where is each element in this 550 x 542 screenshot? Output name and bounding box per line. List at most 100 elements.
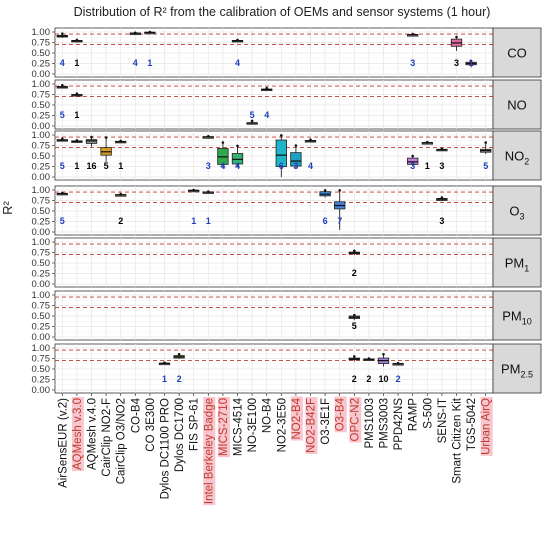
x-tick-label: PMS3003 [379, 398, 391, 449]
box-24: 3 [407, 154, 419, 171]
box-13: 5 [246, 110, 258, 125]
outlier-point [294, 144, 298, 147]
facet-strip-label: NO [507, 98, 527, 113]
y-tick-label: 0.50 [32, 206, 51, 217]
outlier-point [382, 353, 385, 356]
y-tick-label: 0.50 [32, 258, 51, 269]
x-tick-label: Dylos DC1100 PRO [160, 398, 172, 499]
box-20: 5 [348, 313, 360, 331]
outlier-point [265, 86, 269, 90]
box-iqr [85, 139, 98, 144]
outlier-point [221, 141, 225, 144]
facet-strip [492, 290, 542, 341]
x-label-highlight [71, 396, 84, 472]
y-tick-label: 0.50 [32, 311, 51, 322]
box-24: 3 [407, 32, 419, 68]
box-6: 1 [144, 30, 156, 68]
y-tick-label: 0.25 [32, 322, 51, 333]
box-0: 5 [56, 137, 68, 171]
box-23: 2 [392, 361, 404, 384]
y-tick-label: 0.00 [32, 385, 51, 396]
count-label: 1 [118, 161, 123, 171]
count-label: 1 [206, 216, 211, 226]
box-26: 3 [436, 147, 448, 171]
x-tick-label: CairClip O3/NO2 [116, 398, 128, 484]
outlier-point [134, 31, 137, 35]
box-10: 1 [202, 190, 214, 226]
count-label: 3 [439, 161, 444, 171]
y-tick-label: 0.75 [32, 90, 51, 101]
count-label: 1 [191, 216, 196, 226]
x-tick-label: OPC-N2 [349, 398, 361, 441]
outlier-point [440, 196, 444, 199]
count-label: 3 [439, 216, 444, 226]
outlier-point [90, 135, 93, 139]
facet-strip [492, 130, 542, 181]
facet-strip [492, 237, 542, 288]
outlier-point [484, 141, 488, 144]
box-28: 1 [465, 58, 477, 68]
facet-strip-label: CO [507, 46, 527, 61]
x-tick-label: O3-B4 [335, 397, 347, 431]
outlier-point [75, 38, 79, 42]
outlier-point [353, 355, 356, 358]
outlier-point [207, 190, 210, 193]
box-29: 5 [480, 141, 492, 171]
y-tick-label: 0.00 [32, 279, 51, 290]
x-tick-label: CO-B4 [130, 397, 142, 433]
y-tick-label: 1.00 [32, 237, 51, 248]
count-label: 5 [250, 110, 255, 120]
x-tick-label: AQMesh v.4.0 [87, 398, 99, 470]
box-7: 1 [158, 361, 171, 384]
panel-4: 0.000.250.500.751.00 5 2 1 1 6 7 3 O3 [32, 185, 542, 238]
x-label-highlight [480, 396, 493, 456]
box-iqr [275, 139, 287, 167]
x-tick-label: CO 3E300 [145, 398, 157, 452]
outlier-point [236, 144, 239, 148]
count-label: 10 [378, 374, 388, 384]
x-tick-label: CairClip NO2-F [101, 398, 113, 477]
outlier-point [440, 147, 444, 151]
count-label: 2 [177, 374, 182, 384]
box-11: 4 [217, 141, 229, 171]
count-label: 4 [133, 58, 138, 68]
outlier-point [75, 92, 79, 95]
count-label: 3 [293, 161, 298, 171]
facet-strip [492, 79, 542, 130]
x-tick-label: AQMesh v.3.0 [72, 398, 84, 470]
count-label: 5 [352, 321, 357, 331]
x-tick-label: FIS SP-61 [189, 398, 201, 451]
count-label: 5 [104, 161, 109, 171]
x-tick-label: O3-3E1F [320, 398, 332, 445]
box-4: 1 [115, 139, 127, 171]
panel-5: 0.000.250.500.751.00 2 PM1 [32, 237, 542, 290]
box-10: 3 [202, 134, 214, 171]
y-tick-label: 0.00 [32, 227, 51, 238]
x-tick-label: RAMP [408, 398, 420, 432]
x-tick-label: MICS-2710 [218, 398, 230, 456]
count-label: 2 [118, 216, 123, 226]
count-label: 1 [74, 110, 79, 120]
outlier-point [411, 32, 415, 36]
facet-strip [492, 343, 542, 394]
y-tick-label: 0.25 [32, 269, 51, 280]
outlier-point [75, 139, 79, 142]
box-0: 4 [56, 32, 68, 68]
x-tick-label: Intel Berkeley Badge [203, 398, 215, 504]
x-tick-label: MICS-4514 [233, 397, 245, 456]
y-tick-label: 0.00 [32, 121, 51, 132]
y-tick-label: 1.00 [32, 185, 51, 196]
y-tick-label: 1.00 [32, 27, 51, 38]
x-tick-label: NO-B4 [262, 397, 274, 433]
y-tick-label: 0.00 [32, 332, 51, 343]
count-label: 16 [86, 161, 96, 171]
x-label-highlight [305, 397, 318, 454]
count-label: 5 [60, 110, 65, 120]
box-iqr [407, 157, 419, 165]
y-tick-label: 0.50 [32, 151, 51, 162]
x-tick-label: Smart Citizen Kit [452, 397, 464, 483]
count-label: 2 [352, 374, 357, 384]
